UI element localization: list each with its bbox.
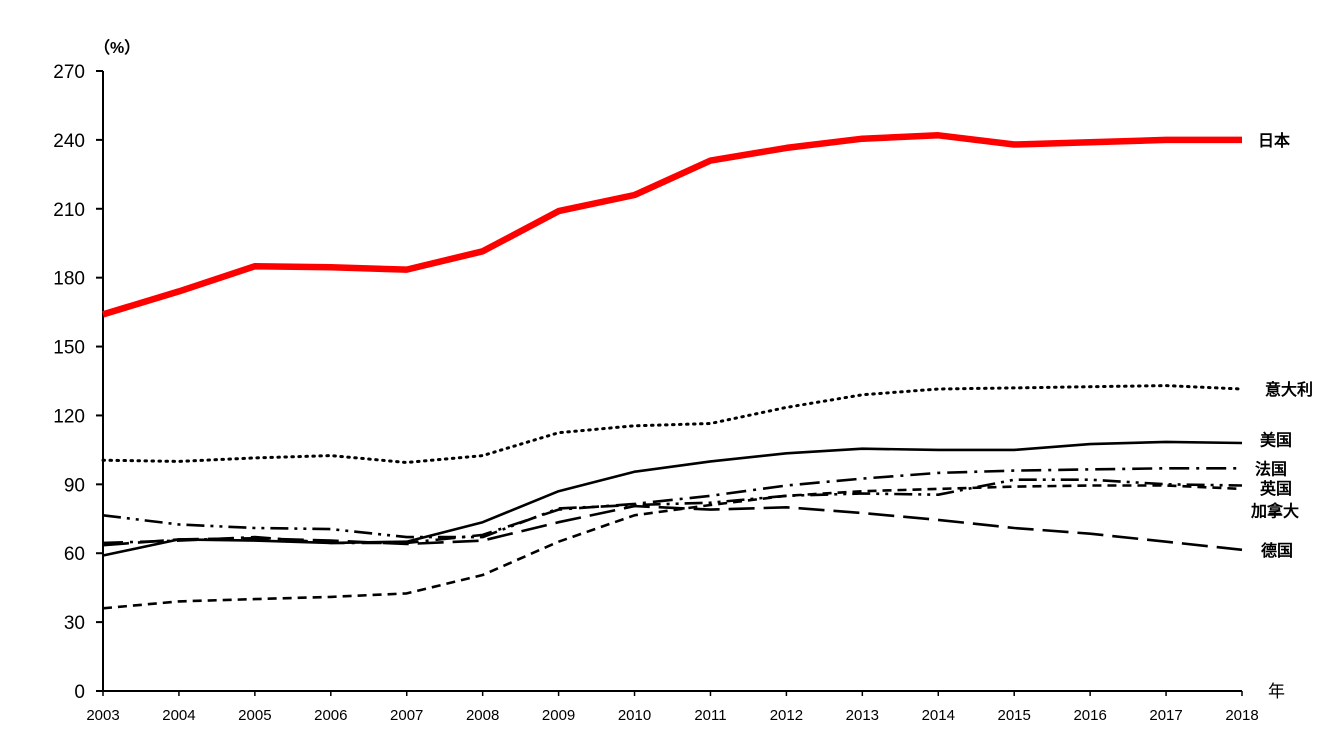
x-tick-label: 2007 bbox=[390, 707, 423, 724]
series-line-2 bbox=[102, 440, 1243, 557]
y-tick-label: 240 bbox=[53, 131, 85, 152]
x-tick-label: 2004 bbox=[162, 707, 195, 724]
x-tick-label: 2014 bbox=[922, 707, 955, 724]
y-tick-label: 90 bbox=[64, 475, 85, 496]
x-tick-label: 2015 bbox=[998, 707, 1031, 724]
series-line-1 bbox=[101, 384, 1244, 464]
x-tick-label: 2009 bbox=[542, 707, 575, 724]
x-tick-label: 2013 bbox=[846, 707, 879, 724]
y-tick-label: 120 bbox=[53, 406, 85, 427]
series-label: 德国 bbox=[1261, 541, 1293, 560]
y-tick-label: 0 bbox=[74, 682, 85, 703]
x-axis-unit-label: 年 bbox=[1268, 682, 1285, 701]
series-line-5 bbox=[102, 484, 1243, 610]
y-tick-label: 30 bbox=[64, 613, 85, 634]
x-tick-label: 2005 bbox=[238, 707, 271, 724]
y-ticks: 0 30 60 90 120 150 180 210 240 270 bbox=[53, 62, 103, 703]
x-tick-label: 2017 bbox=[1149, 707, 1182, 724]
series-line-3 bbox=[102, 466, 1242, 545]
x-tick-label: 2018 bbox=[1225, 707, 1258, 724]
x-tick-label: 2016 bbox=[1073, 707, 1106, 724]
y-tick-label: 150 bbox=[53, 338, 85, 359]
series-label: 意大利 bbox=[1265, 380, 1313, 399]
y-tick-label: 270 bbox=[53, 62, 85, 83]
series-label: 美国 bbox=[1260, 431, 1292, 450]
series-label: 加拿大 bbox=[1250, 502, 1299, 521]
series-line-0 bbox=[102, 132, 1242, 318]
x-tick-label: 2003 bbox=[86, 707, 119, 724]
y-tick-label: 180 bbox=[53, 269, 85, 290]
x-ticks: 2003 2004 2005 2006 2007 2008 2009 2010 2011 2012… bbox=[86, 691, 1259, 724]
x-tick-label: 2006 bbox=[314, 707, 347, 724]
y-tick-label: 60 bbox=[64, 544, 85, 565]
series-line-4 bbox=[102, 478, 1243, 539]
x-tick-label: 2008 bbox=[466, 707, 499, 724]
x-tick-label: 2010 bbox=[618, 707, 651, 724]
series-label: 日本 bbox=[1258, 131, 1290, 150]
x-tick-label: 2011 bbox=[694, 707, 726, 724]
axes bbox=[102, 71, 1242, 692]
x-tick-label: 2012 bbox=[770, 707, 803, 724]
series-label: 法国 bbox=[1255, 459, 1287, 478]
y-tick-label: 210 bbox=[53, 200, 85, 221]
y-axis-unit-label: （%） bbox=[94, 39, 140, 57]
series-lines bbox=[101, 132, 1244, 610]
series-label: 英国 bbox=[1259, 479, 1292, 498]
